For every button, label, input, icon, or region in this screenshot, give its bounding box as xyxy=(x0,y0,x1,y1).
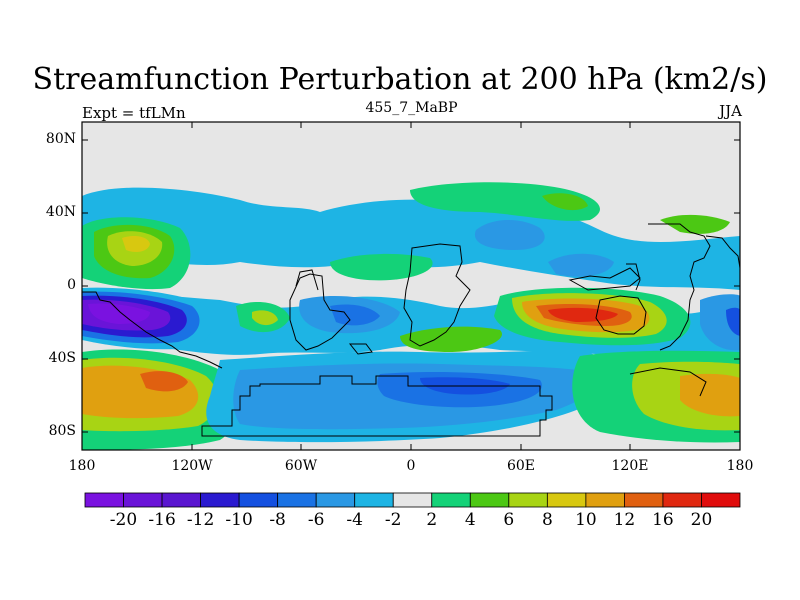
colorbar-label: 6 xyxy=(503,510,515,530)
anomaly-nh-green2 xyxy=(542,193,588,211)
ytick-label: 40N xyxy=(45,204,76,220)
xtick-label: 120W xyxy=(171,458,213,474)
season-label: JJA xyxy=(719,102,742,120)
coast-east-asia xyxy=(626,263,641,291)
contour-fields xyxy=(82,182,740,450)
anomaly-right-blue xyxy=(726,307,740,336)
anomaly-ne-green xyxy=(660,214,730,234)
anomaly-sp-negative5 xyxy=(88,303,150,324)
colorbar-box xyxy=(662,492,702,508)
ytick-label: 0 xyxy=(67,277,76,293)
colorbar-box xyxy=(84,492,124,508)
xtick-label: 0 xyxy=(406,458,416,474)
anomaly-npac-positive4 xyxy=(122,236,150,252)
anomaly-north-blob xyxy=(474,219,545,250)
colorbar-box xyxy=(431,492,471,508)
coast-africa xyxy=(403,243,471,347)
coast-antarctica xyxy=(201,375,553,437)
colorbar-label: 10 xyxy=(575,510,597,530)
xtick-label: 60E xyxy=(506,458,536,474)
anomaly-sp-left2 xyxy=(252,310,278,326)
case-label: 455_7_MaBP xyxy=(365,100,458,116)
ytick-label: 80S xyxy=(48,423,76,439)
anomaly-indian-positive5 xyxy=(548,307,618,322)
colorbar-label: -16 xyxy=(148,510,176,530)
colorbar-box xyxy=(354,492,394,508)
ytick-label: 80N xyxy=(45,131,76,147)
ytick-label: 40S xyxy=(48,350,76,366)
colorbar-box xyxy=(392,492,433,508)
anomaly-so-positive-right3 xyxy=(680,373,740,417)
colorbar-label: -8 xyxy=(269,510,286,530)
colorbar-label: 20 xyxy=(690,510,713,530)
coast-south-america xyxy=(289,273,351,351)
colorbar-label: -12 xyxy=(186,510,215,530)
colorbar-label: -4 xyxy=(346,510,363,530)
xtick-label: 60W xyxy=(284,458,318,474)
plot-title: Streamfunction Perturbation at 200 hPa (… xyxy=(32,62,768,97)
xtick-label: 180 xyxy=(68,458,96,474)
anomaly-nh-green3 xyxy=(330,253,433,281)
anomaly-eastern-pacific-right xyxy=(700,294,740,351)
anomaly-atlantic-blue2 xyxy=(330,304,380,326)
colorbar-label: -10 xyxy=(225,510,253,530)
colorbar-box xyxy=(469,492,510,508)
coast-far-east xyxy=(705,235,740,269)
colorbar-box xyxy=(701,492,741,508)
colorbar-label: 12 xyxy=(613,510,636,530)
colorbar-box xyxy=(546,492,587,508)
colorbar-label: -20 xyxy=(109,510,138,530)
colorbar-box xyxy=(238,492,279,508)
coast-left-edge xyxy=(82,291,223,369)
coast-north-pacific-edge xyxy=(648,223,711,351)
colorbar-box xyxy=(315,492,356,508)
colorbar-label: 2 xyxy=(426,510,438,530)
anomaly-so-positive-left4 xyxy=(140,371,188,392)
colorbar-label: 8 xyxy=(541,510,553,530)
colorbar-label: -6 xyxy=(307,510,325,530)
colorbar-label: 4 xyxy=(464,510,476,530)
coast-southern-right xyxy=(629,367,707,397)
colorbar-box xyxy=(585,492,625,508)
axis-ticks xyxy=(81,122,741,450)
colorbar-box xyxy=(508,492,548,508)
xtick-label: 120E xyxy=(611,458,649,474)
colorbar-box xyxy=(161,492,201,508)
colorbar xyxy=(84,492,741,508)
coast-australia xyxy=(595,295,647,335)
anomaly-nh-green xyxy=(410,182,600,221)
coast-central-america xyxy=(295,269,319,291)
colorbar-box xyxy=(200,492,240,508)
coastlines xyxy=(82,223,740,437)
colorbar-label: -2 xyxy=(384,510,402,530)
coast-south-atlantic-islands xyxy=(348,343,373,355)
anomaly-north-blob2 xyxy=(548,253,614,277)
colorbar-box xyxy=(277,492,317,508)
colorbar-box xyxy=(123,492,163,508)
colorbar-box xyxy=(624,492,664,508)
anomaly-tropic-green xyxy=(400,326,502,352)
colorbar-label: 16 xyxy=(652,510,674,530)
xtick-label: 180 xyxy=(726,458,754,474)
experiment-label: Expt = tfLMn xyxy=(82,104,186,122)
